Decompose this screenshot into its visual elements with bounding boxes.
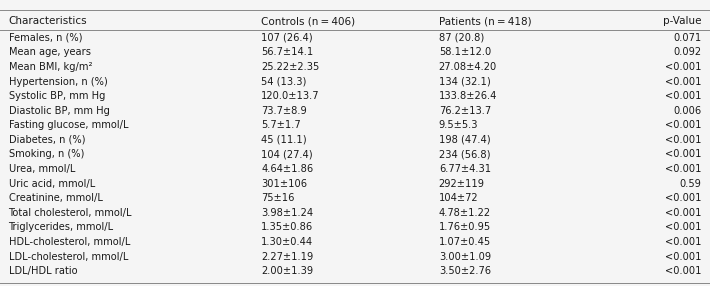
Text: 301±106: 301±106 (261, 179, 307, 188)
Text: Systolic BP, mm Hg: Systolic BP, mm Hg (9, 91, 105, 101)
Text: LDL-cholesterol, mmol/L: LDL-cholesterol, mmol/L (9, 252, 128, 261)
Text: Patients (n = 418): Patients (n = 418) (439, 17, 531, 26)
Text: Total cholesterol, mmol/L: Total cholesterol, mmol/L (9, 208, 132, 218)
Text: HDL-cholesterol, mmol/L: HDL-cholesterol, mmol/L (9, 237, 130, 247)
Text: Creatinine, mmol/L: Creatinine, mmol/L (9, 193, 102, 203)
Text: <0.001: <0.001 (665, 135, 701, 145)
Text: 2.27±1.19: 2.27±1.19 (261, 252, 314, 261)
Text: 104 (27.4): 104 (27.4) (261, 150, 313, 159)
Text: 134 (32.1): 134 (32.1) (439, 77, 491, 86)
Text: Females, n (%): Females, n (%) (9, 33, 82, 43)
Text: 1.35±0.86: 1.35±0.86 (261, 223, 313, 232)
Text: <0.001: <0.001 (665, 62, 701, 72)
Text: 27.08±4.20: 27.08±4.20 (439, 62, 497, 72)
Text: 0.59: 0.59 (679, 179, 701, 188)
Text: Urea, mmol/L: Urea, mmol/L (9, 164, 75, 174)
Text: 0.071: 0.071 (673, 33, 701, 43)
Text: 76.2±13.7: 76.2±13.7 (439, 106, 491, 116)
Text: 198 (47.4): 198 (47.4) (439, 135, 491, 145)
Text: 1.30±0.44: 1.30±0.44 (261, 237, 313, 247)
Text: 107 (26.4): 107 (26.4) (261, 33, 313, 43)
Text: 6.77±4.31: 6.77±4.31 (439, 164, 491, 174)
Text: 0.092: 0.092 (673, 47, 701, 57)
Text: 56.7±14.1: 56.7±14.1 (261, 47, 314, 57)
Text: 45 (11.1): 45 (11.1) (261, 135, 307, 145)
Text: 5.7±1.7: 5.7±1.7 (261, 120, 301, 130)
Text: p-Value: p-Value (663, 17, 701, 26)
Text: 104±72: 104±72 (439, 193, 479, 203)
Text: 120.0±13.7: 120.0±13.7 (261, 91, 320, 101)
Text: <0.001: <0.001 (665, 237, 701, 247)
Text: <0.001: <0.001 (665, 164, 701, 174)
Text: Mean age, years: Mean age, years (9, 47, 90, 57)
Text: 3.50±2.76: 3.50±2.76 (439, 266, 491, 276)
Text: 4.64±1.86: 4.64±1.86 (261, 164, 313, 174)
Text: 73.7±8.9: 73.7±8.9 (261, 106, 307, 116)
Text: 292±119: 292±119 (439, 179, 485, 188)
Text: 4.78±1.22: 4.78±1.22 (439, 208, 491, 218)
Text: Controls (n = 406): Controls (n = 406) (261, 17, 356, 26)
Text: 3.98±1.24: 3.98±1.24 (261, 208, 313, 218)
Text: <0.001: <0.001 (665, 120, 701, 130)
Text: 234 (56.8): 234 (56.8) (439, 150, 491, 159)
Text: 54 (13.3): 54 (13.3) (261, 77, 307, 86)
Text: <0.001: <0.001 (665, 77, 701, 86)
Text: <0.001: <0.001 (665, 91, 701, 101)
Text: LDL/HDL ratio: LDL/HDL ratio (9, 266, 77, 276)
Text: <0.001: <0.001 (665, 193, 701, 203)
Text: 133.8±26.4: 133.8±26.4 (439, 91, 497, 101)
Text: <0.001: <0.001 (665, 266, 701, 276)
Text: Diabetes, n (%): Diabetes, n (%) (9, 135, 85, 145)
Text: Hypertension, n (%): Hypertension, n (%) (9, 77, 107, 86)
Text: <0.001: <0.001 (665, 252, 701, 261)
Text: Triglycerides, mmol/L: Triglycerides, mmol/L (9, 223, 114, 232)
Text: Mean BMI, kg/m²: Mean BMI, kg/m² (9, 62, 92, 72)
Text: 3.00±1.09: 3.00±1.09 (439, 252, 491, 261)
Text: Smoking, n (%): Smoking, n (%) (9, 150, 84, 159)
Text: 1.76±0.95: 1.76±0.95 (439, 223, 491, 232)
Text: <0.001: <0.001 (665, 208, 701, 218)
Text: Uric acid, mmol/L: Uric acid, mmol/L (9, 179, 94, 188)
Text: 0.006: 0.006 (673, 106, 701, 116)
Text: 25.22±2.35: 25.22±2.35 (261, 62, 320, 72)
Text: 1.07±0.45: 1.07±0.45 (439, 237, 491, 247)
Text: 87 (20.8): 87 (20.8) (439, 33, 484, 43)
Text: 2.00±1.39: 2.00±1.39 (261, 266, 313, 276)
Text: Diastolic BP, mm Hg: Diastolic BP, mm Hg (9, 106, 109, 116)
Text: 75±16: 75±16 (261, 193, 295, 203)
Text: 9.5±5.3: 9.5±5.3 (439, 120, 479, 130)
Text: Fasting glucose, mmol/L: Fasting glucose, mmol/L (9, 120, 128, 130)
Text: 58.1±12.0: 58.1±12.0 (439, 47, 491, 57)
Text: <0.001: <0.001 (665, 150, 701, 159)
Text: Characteristics: Characteristics (9, 17, 87, 26)
Text: <0.001: <0.001 (665, 223, 701, 232)
